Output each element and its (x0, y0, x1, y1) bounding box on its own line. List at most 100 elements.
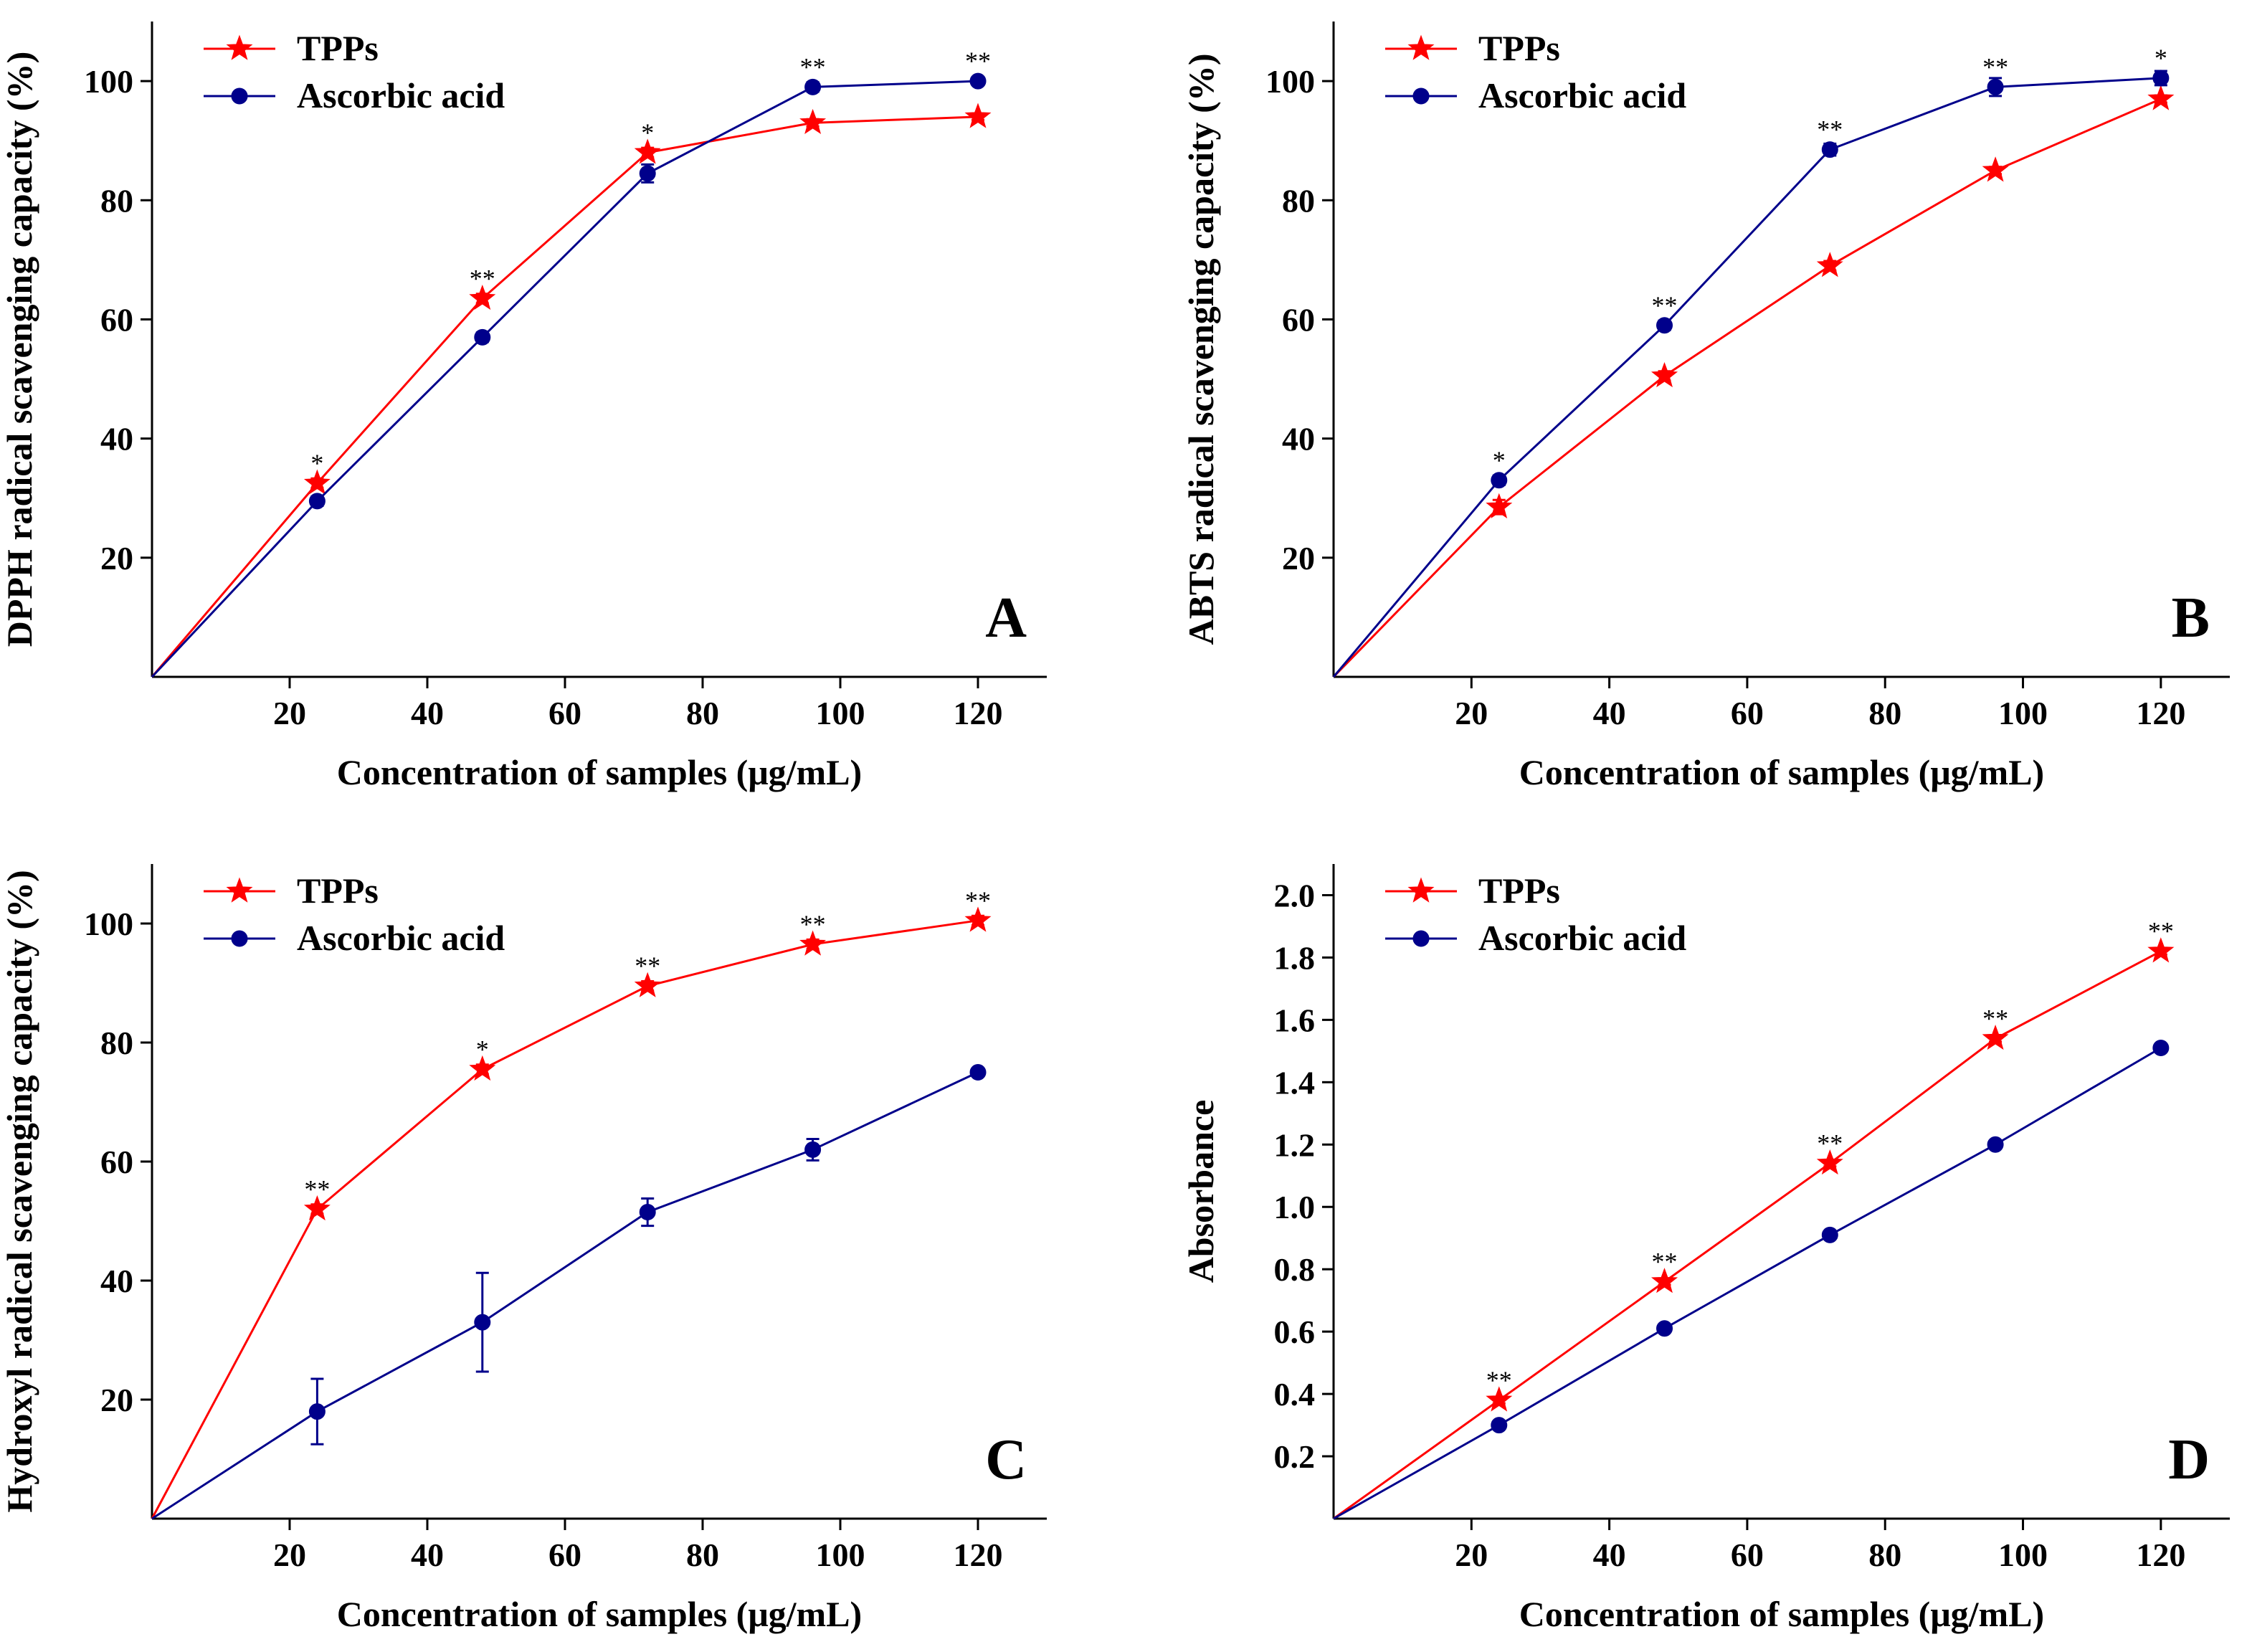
series-ascorbic-acid (151, 72, 987, 678)
x-tick-label: 100 (816, 1537, 865, 1573)
significance-label: * (476, 1035, 489, 1063)
data-point (964, 906, 992, 932)
significance-label: ** (470, 264, 495, 293)
legend-marker (226, 877, 253, 903)
significance-label: ** (2148, 917, 2174, 946)
legend-marker (1412, 930, 1430, 947)
y-axis-label: DPPH radical scavenging capacity (%) (0, 52, 39, 647)
data-point (1987, 78, 2004, 95)
y-tick-label: 80 (100, 1025, 133, 1061)
data-point (1486, 493, 1513, 518)
panel-c: 20 40 60 80 100 120 20 40 60 80 100 Concentration o… (0, 864, 1047, 1634)
legend-label: Ascorbic acid (297, 918, 505, 958)
significance-label: ** (1652, 291, 1678, 320)
data-point (308, 1403, 326, 1420)
y-tick-label: 0.6 (1274, 1314, 1316, 1350)
data-point (2147, 85, 2175, 110)
significance-label: ** (1817, 1129, 1843, 1157)
data-point (634, 972, 661, 997)
data-point (964, 103, 992, 128)
series-line (151, 115, 979, 678)
y-tick-label: 40 (1282, 421, 1315, 457)
legend-entry: Ascorbic acid (204, 918, 505, 958)
data-point (1982, 1025, 2009, 1050)
y-axis-label: ABTS radical scavenging capacity (%) (1181, 54, 1221, 645)
x-tick-label: 20 (273, 695, 306, 731)
y-axis-label: Hydroxyl radical scavenging capacity (%) (0, 870, 39, 1512)
legend-marker (1407, 34, 1435, 60)
x-axis-label: Concentration of samples (μg/mL) (337, 752, 862, 792)
data-point (1816, 252, 1843, 277)
data-point (1982, 156, 2009, 182)
x-tick-label: 120 (954, 1537, 1003, 1573)
series-ascorbic-acid (1332, 70, 2170, 678)
panel-letter: A (985, 587, 1027, 650)
legend-label: Ascorbic acid (1478, 75, 1686, 115)
data-point (469, 1055, 496, 1081)
x-tick-label: 120 (2136, 1537, 2185, 1573)
data-point (474, 1314, 491, 1331)
x-tick-label: 80 (686, 1537, 719, 1573)
y-tick-label: 0.4 (1274, 1376, 1316, 1413)
data-point (308, 493, 326, 510)
y-tick-label: 40 (100, 421, 133, 457)
legend-marker (1412, 87, 1430, 105)
data-point (1486, 1386, 1513, 1412)
y-tick-label: 1.6 (1274, 1002, 1316, 1038)
x-tick-label: 80 (1868, 1537, 1901, 1573)
data-point (1491, 1417, 1508, 1434)
x-tick-label: 20 (273, 1537, 306, 1573)
significance-label: ** (800, 52, 826, 81)
y-tick-label: 1.8 (1274, 939, 1316, 976)
y-tick-label: 1.0 (1274, 1189, 1316, 1225)
y-tick-label: 0.2 (1274, 1438, 1316, 1475)
series-tpps (1332, 85, 2175, 678)
significance-label: ** (1486, 1366, 1512, 1395)
series-line (151, 1071, 979, 1520)
significance-label: * (1493, 446, 1506, 475)
series-ascorbic-acid (151, 1064, 987, 1520)
legend-entry: Ascorbic acid (1385, 918, 1686, 958)
y-tick-label: 60 (100, 301, 133, 338)
data-point (799, 930, 827, 956)
y-tick-label: 60 (1282, 301, 1315, 338)
legend-entry: Ascorbic acid (1385, 75, 1686, 115)
significance-label: ** (635, 951, 660, 980)
significance-label: * (2155, 44, 2167, 72)
legend-entry: TPPs (1385, 870, 1560, 911)
significance-label: ** (1817, 115, 1843, 144)
series-line (1332, 98, 2162, 678)
data-point (804, 1141, 822, 1158)
y-tick-label: 20 (1282, 540, 1315, 576)
significance-label: * (310, 449, 323, 478)
x-tick-label: 60 (1731, 1537, 1764, 1573)
x-tick-label: 20 (1455, 1537, 1488, 1573)
legend-entry: TPPs (204, 28, 379, 68)
data-point (969, 72, 987, 90)
y-tick-label: 100 (1265, 63, 1315, 100)
data-point (2147, 937, 2175, 963)
legend-marker (1407, 877, 1435, 903)
significance-label: ** (1982, 52, 2008, 81)
series-tpps (1333, 937, 2175, 1520)
x-tick-label: 40 (411, 695, 444, 731)
data-point (2152, 70, 2170, 87)
legend-marker (226, 34, 253, 60)
series-tpps (151, 906, 992, 1519)
x-tick-label: 120 (2136, 695, 2185, 731)
x-axis-label: Concentration of samples (μg/mL) (337, 1594, 862, 1634)
legend-marker (231, 87, 248, 105)
significance-label: * (641, 118, 654, 147)
y-tick-label: 40 (100, 1263, 133, 1299)
x-axis-label: Concentration of samples (μg/mL) (1519, 752, 2044, 792)
data-point (799, 108, 827, 134)
y-tick-label: 20 (100, 540, 133, 576)
x-tick-label: 120 (954, 695, 1003, 731)
legend-label: Ascorbic acid (1478, 918, 1686, 958)
x-tick-label: 20 (1455, 695, 1488, 731)
legend-entry: TPPs (1385, 28, 1560, 68)
series-line (151, 80, 979, 678)
y-tick-label: 80 (1282, 182, 1315, 219)
data-point (1816, 1149, 1843, 1175)
